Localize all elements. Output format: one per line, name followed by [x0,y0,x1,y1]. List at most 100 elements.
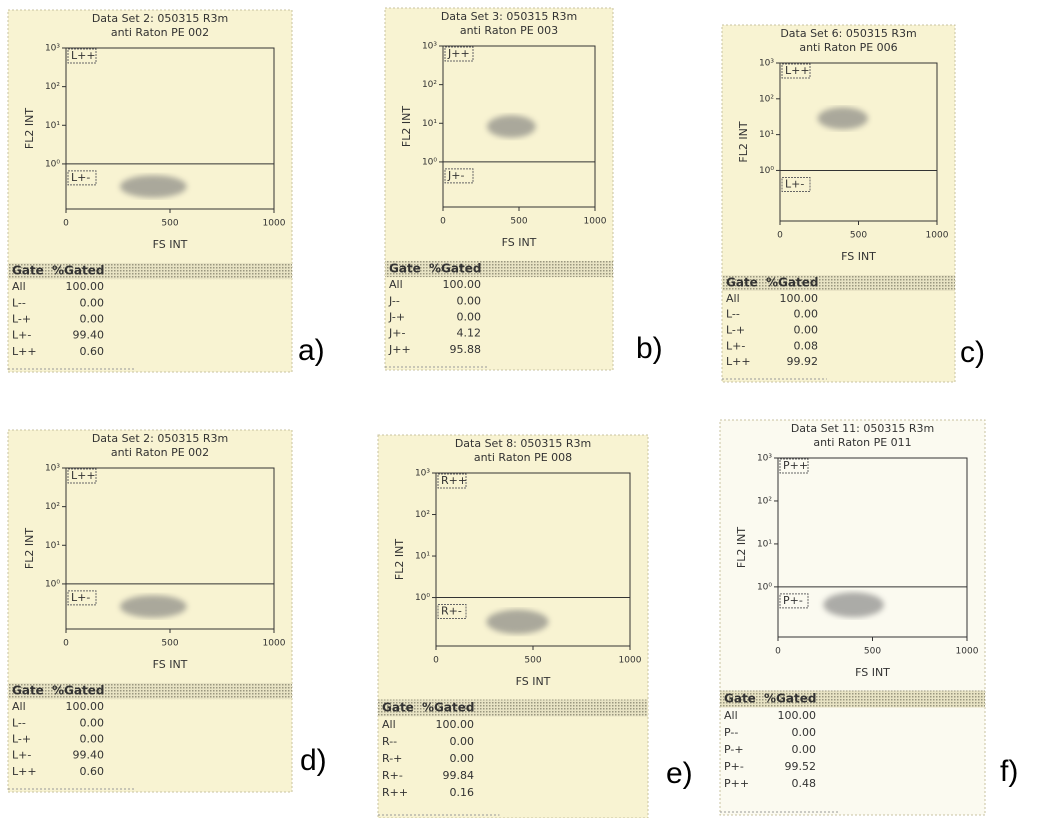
gate-box [444,46,474,62]
table-cell: 4.12 [457,327,482,340]
table-header: %Gated [52,264,104,278]
table-cell: L+- [726,339,745,352]
table-cell: 95.88 [450,343,482,356]
table-header-bar [720,690,985,708]
table-header-bar [8,682,292,700]
x-tick-label: 0 [777,231,783,241]
gate-box [67,170,97,186]
gate-label: P++ [783,459,808,472]
table-cell: 100.00 [66,280,105,293]
table-header: Gate [726,276,758,290]
table-cell: J++ [388,343,411,356]
y-tick-label: 10⁰ [759,166,774,176]
table-header-bar [8,262,292,280]
x-tick-label: 1000 [263,219,286,229]
table-cell: All [12,700,26,713]
table-cell: L+- [12,329,31,342]
table-cell: 0.00 [794,308,819,321]
gate-box [437,604,467,620]
panel-title: anti Raton PE 006 [799,41,897,54]
table-cell: 0.00 [80,313,105,326]
table-header: Gate [12,684,44,698]
x-axis-label: FS INT [516,675,551,688]
cell-cloud [817,107,868,130]
table-cell: All [726,292,740,305]
gate-box [781,176,811,192]
table-cell: 0.60 [80,345,105,358]
y-axis-label: FL2 INT [400,106,413,147]
y-tick-label: 10¹ [415,552,430,562]
table-cell: 0.16 [450,786,475,799]
table-cell: 99.40 [73,749,105,762]
table-cell: P-+ [724,743,744,756]
x-tick-label: 0 [63,219,69,229]
table-cell: 0.00 [80,296,105,309]
table-cell: P++ [724,777,749,790]
table-cell: All [382,718,396,731]
table-cell: L++ [726,355,751,368]
y-tick-label: 10² [415,510,430,520]
table-cell: L-- [12,716,26,729]
panel-title: anti Raton PE 002 [111,26,209,39]
gate-label: L+- [71,171,90,184]
gate-box [437,473,467,489]
table-cell: L-+ [726,324,745,337]
table-header: %Gated [429,262,481,276]
panel-label: c) [960,336,985,369]
table-cell: 99.92 [787,355,819,368]
x-tick-label: 1000 [263,639,286,649]
gate-label: P+- [783,594,803,607]
table-cell: 0.00 [792,743,817,756]
y-axis-label: FL2 INT [23,108,36,149]
cell-cloud [120,175,187,198]
y-tick-label: 10² [45,82,60,92]
gate-label: J++ [447,47,470,60]
table-cell: 100.00 [778,709,817,722]
table-cell: 0.00 [450,752,475,765]
table-cell: 99.40 [73,329,105,342]
y-tick-label: 10² [45,502,60,512]
table-cell: R++ [382,786,408,799]
y-tick-label: 10² [759,94,774,104]
table-cell: L-- [12,296,26,309]
x-axis-label: FS INT [153,238,188,251]
y-tick-label: 10¹ [422,119,437,129]
panel-label: d) [300,744,327,777]
table-cell: 0.00 [80,716,105,729]
table-header: Gate [382,701,414,715]
y-tick-label: 10¹ [45,121,60,131]
gate-label: L+- [71,591,90,604]
x-tick-label: 500 [510,217,527,227]
panel-label: a) [298,334,325,367]
cell-cloud [823,592,884,618]
x-tick-label: 0 [775,647,781,657]
table-header: %Gated [766,276,818,290]
y-tick-label: 10³ [757,454,772,464]
panel-title: anti Raton PE 003 [460,24,558,37]
x-tick-label: 1000 [956,647,979,657]
panel-title: anti Raton PE 008 [474,451,572,464]
y-tick-label: 10² [422,80,437,90]
table-header: Gate [724,692,756,706]
gate-box [779,593,809,609]
gate-label: J+- [447,169,464,182]
panel-background [721,24,956,383]
table-cell: L-+ [12,733,31,746]
panel-title: anti Raton PE 011 [813,436,911,449]
y-tick-label: 10¹ [757,539,772,549]
table-cell: P-- [724,726,738,739]
gate-box [67,590,97,606]
panel-title: Data Set 11: 050315 R3m [791,422,934,435]
y-tick-label: 10⁰ [422,157,437,167]
x-axis-label: FS INT [841,250,876,263]
panel-title: Data Set 6: 050315 R3m [780,27,916,40]
gate-label: R+- [441,605,462,618]
y-tick-label: 10⁰ [415,593,430,603]
table-cell: 0.00 [792,726,817,739]
gate-box [779,458,809,474]
